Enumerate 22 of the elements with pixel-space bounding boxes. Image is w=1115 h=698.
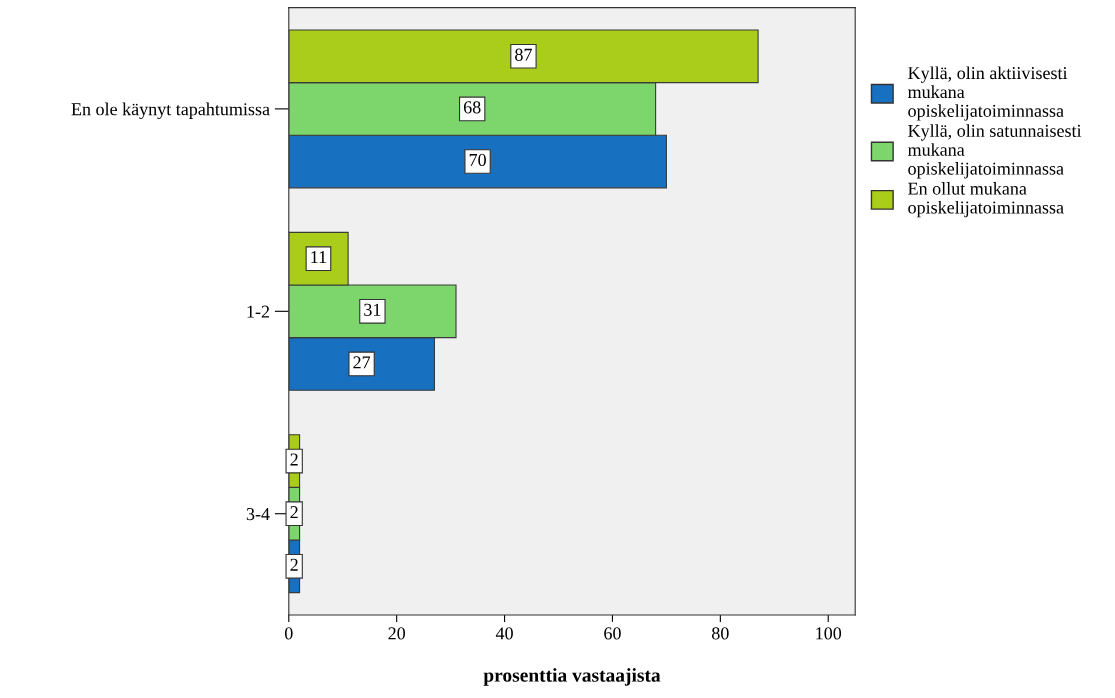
x-tick-label: 40 [495, 627, 513, 640]
x-tick-label: 0 [284, 627, 293, 640]
legend-label: En ollut mukana opiskelijatoiminnassa [908, 182, 1064, 218]
data-label: 2 [290, 506, 298, 519]
data-label: 11 [311, 251, 327, 264]
data-label: 27 [353, 356, 371, 369]
y-tick-label: 3-4 [246, 508, 270, 521]
x-axis-title: prosenttia vastaajista [483, 668, 661, 686]
x-tick-label: 100 [816, 627, 842, 640]
data-label: 68 [463, 101, 481, 114]
x-tick-label: 20 [388, 627, 406, 640]
data-label: 31 [364, 303, 381, 316]
data-label: 70 [469, 153, 486, 167]
x-tick-label: 60 [604, 627, 621, 640]
legend-label: Kyllä, olin aktiivisesti mukana opiskelijatoiminnassa [907, 66, 1068, 121]
y-tick-label: 1-2 [247, 305, 270, 318]
data-label: 2 [290, 453, 298, 466]
data-label: 2 [290, 558, 298, 571]
x-tick-label: 80 [712, 627, 729, 640]
legend-label: Kyllä, olin satunnaisesti mukana opiskelijatoiminnassa [907, 124, 1082, 179]
data-label: 87 [515, 48, 532, 61]
y-tick-label: En ole käynyt tapahtumissa [71, 102, 270, 120]
